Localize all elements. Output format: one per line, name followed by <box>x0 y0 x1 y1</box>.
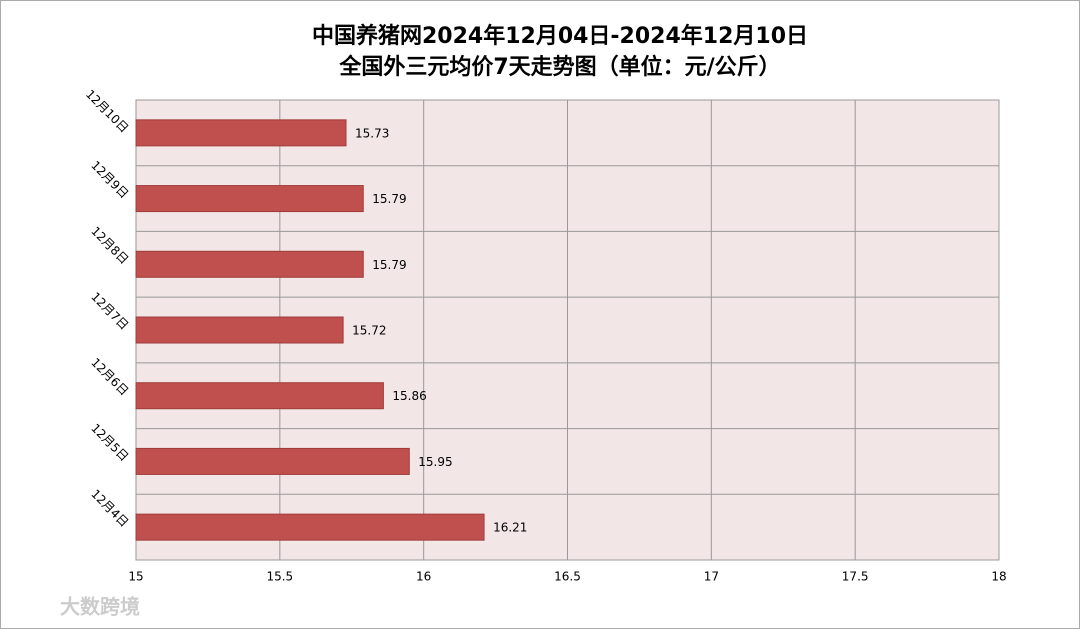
bar <box>135 382 384 410</box>
data-label: 15.79 <box>372 192 406 206</box>
data-label: 15.86 <box>392 389 426 403</box>
bar <box>135 316 344 344</box>
bar <box>135 513 485 541</box>
data-label: 15.79 <box>372 258 406 272</box>
data-label: 16.21 <box>493 521 527 535</box>
x-tick-label: 16 <box>416 570 431 584</box>
x-tick-label: 16.5 <box>554 570 581 584</box>
data-label: 15.73 <box>355 126 389 140</box>
data-label: 15.95 <box>418 455 452 469</box>
x-tick-label: 17.5 <box>842 570 869 584</box>
x-tick-label: 18 <box>991 570 1006 584</box>
bar <box>135 447 410 475</box>
watermark: 大数跨境 <box>60 595 140 619</box>
bar <box>135 250 364 278</box>
data-label: 15.72 <box>352 324 386 338</box>
chart-title: 中国养猪网2024年12月04日-2024年12月10日 <box>312 23 808 49</box>
x-tick-label: 15.5 <box>266 570 293 584</box>
bar <box>135 185 364 213</box>
chart-subtitle: 全国外三元均价7天走势图（单位：元/公斤） <box>338 54 780 80</box>
x-tick-label: 15 <box>128 570 143 584</box>
bar <box>135 119 347 147</box>
x-tick-label: 17 <box>704 570 719 584</box>
